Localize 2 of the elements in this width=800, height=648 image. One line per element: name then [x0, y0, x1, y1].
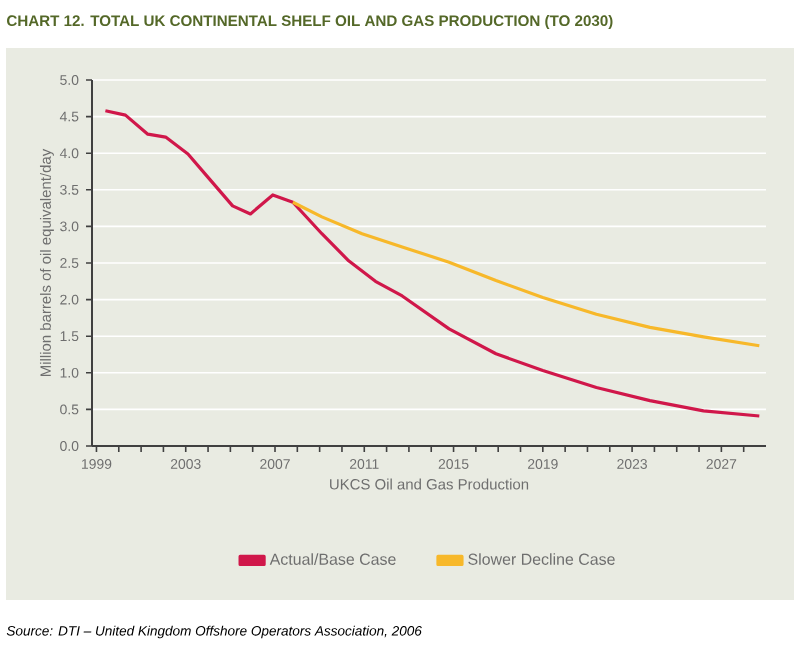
- line-series: [103, 109, 761, 418]
- line-series: [291, 200, 761, 348]
